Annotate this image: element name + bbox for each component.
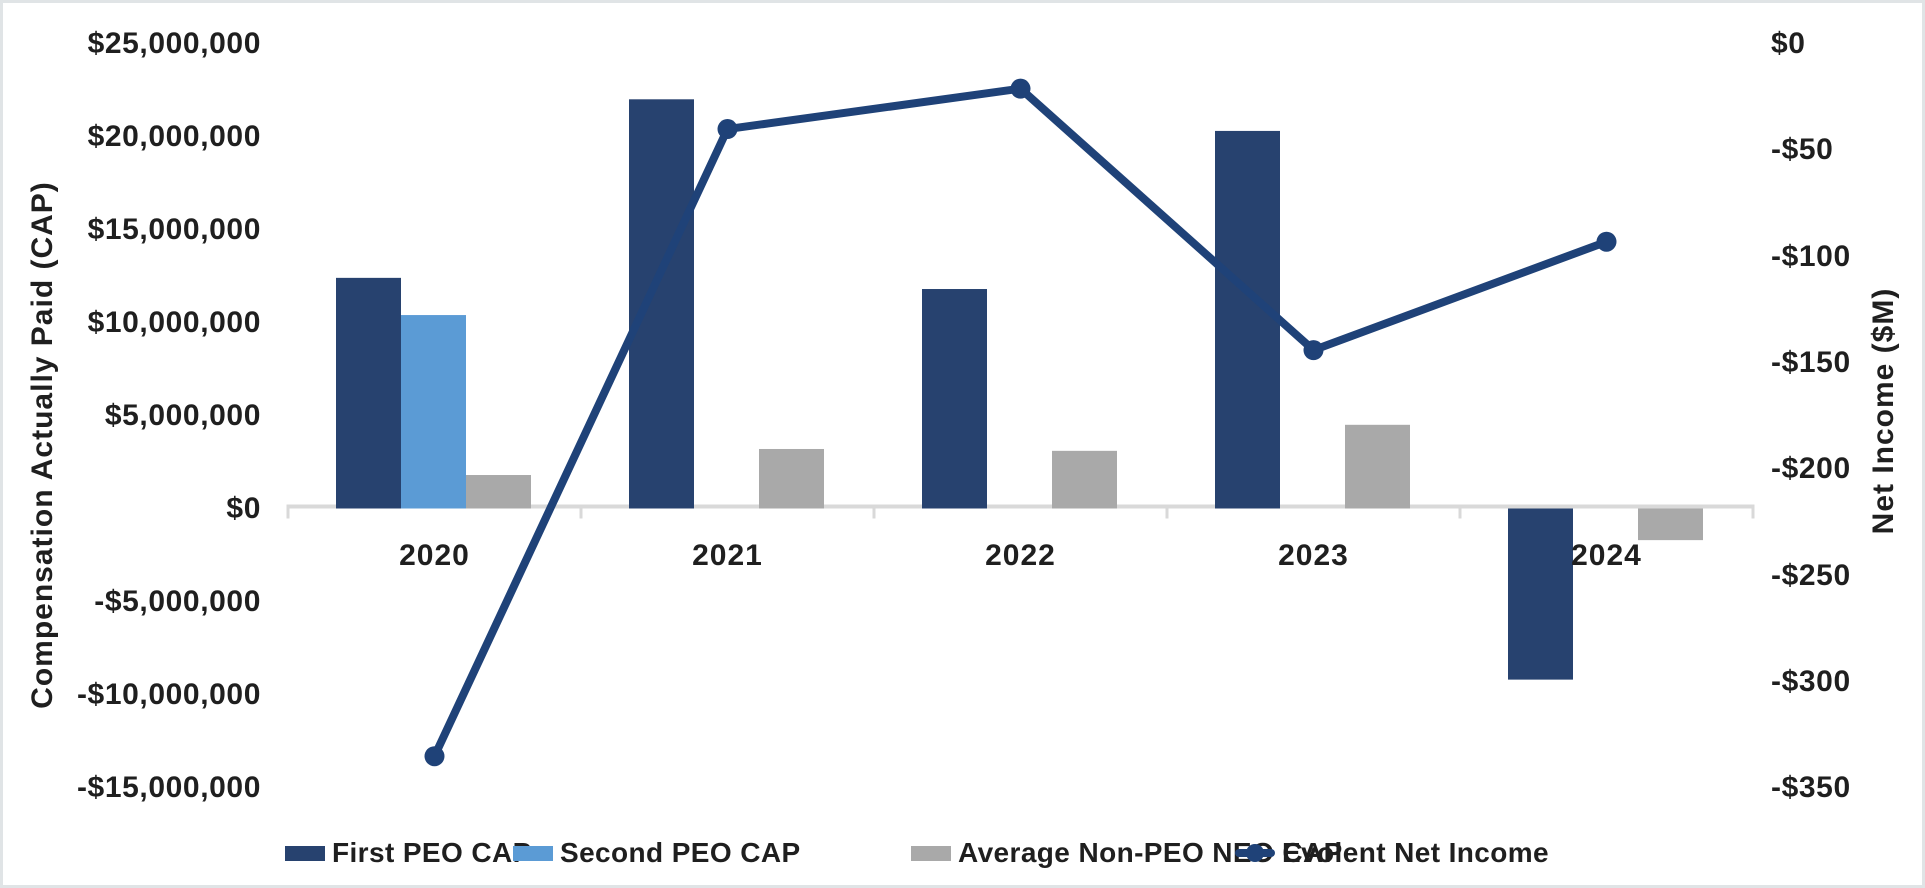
x-axis-tick xyxy=(1165,504,1169,519)
right-axis-tick-label: -$250 xyxy=(1771,558,1851,592)
right-axis-tick-label: -$150 xyxy=(1771,345,1851,379)
legend-item-average-non-peo-neo-cap: Average Non-PEO NEO CAP xyxy=(911,836,1343,870)
net-income-point-2021 xyxy=(717,119,738,140)
legend-item-second-peo-cap: Second PEO CAP xyxy=(513,836,801,870)
legend-bar-swatch-icon xyxy=(513,845,553,861)
left-axis-tick-label: $0 xyxy=(226,491,261,525)
bar-first-peo-cap-2024 xyxy=(1508,508,1573,680)
legend-label: Evolent Net Income xyxy=(1282,837,1550,868)
net-income-point-2024 xyxy=(1596,231,1617,252)
left-axis-tick-label: $5,000,000 xyxy=(104,398,261,432)
net-income-point-2022 xyxy=(1010,78,1031,99)
net-income-point-2023 xyxy=(1303,340,1324,361)
left-axis-tick-label: $25,000,000 xyxy=(87,26,261,60)
right-axis-tick-label: -$300 xyxy=(1771,664,1851,698)
legend-item-evolent-net-income: Evolent Net Income xyxy=(1235,836,1549,870)
legend-item-first-peo-cap: First PEO CAP xyxy=(285,836,532,870)
left-axis-tick-label: $15,000,000 xyxy=(87,212,261,246)
bar-second-peo-cap-2020 xyxy=(401,315,466,509)
left-axis-title: Compensation Actually Paid (CAP) xyxy=(26,181,59,709)
x-axis-label-2024: 2024 xyxy=(1571,539,1642,572)
right-axis-tick-label: -$50 xyxy=(1771,133,1834,167)
right-axis-tick-label: -$200 xyxy=(1771,452,1851,486)
x-axis-tick xyxy=(1751,504,1755,519)
left-axis-tick-label: -$10,000,000 xyxy=(76,677,261,711)
x-axis-label-2021: 2021 xyxy=(692,539,763,572)
net-income-line xyxy=(430,84,1611,761)
bar-first-peo-cap-2020 xyxy=(336,277,401,509)
left-axis-tick-label: $20,000,000 xyxy=(87,119,261,153)
x-axis-tick xyxy=(872,504,876,519)
left-axis-tick-label: -$5,000,000 xyxy=(94,584,261,618)
x-axis-tick xyxy=(1458,504,1462,519)
legend-label: Second PEO CAP xyxy=(560,837,801,868)
x-axis-tick xyxy=(579,504,583,519)
bar-average-non-peo-neo-cap-2020 xyxy=(466,475,531,509)
x-axis-line xyxy=(288,504,1753,509)
net-income-point-2020 xyxy=(424,746,445,767)
legend-line-dot xyxy=(1246,844,1264,862)
x-axis-label-2023: 2023 xyxy=(1278,539,1349,572)
bar-average-non-peo-neo-cap-2024 xyxy=(1638,508,1703,541)
bar-first-peo-cap-2021 xyxy=(629,99,694,509)
left-axis-tick-label: $10,000,000 xyxy=(87,305,261,339)
bar-average-non-peo-neo-cap-2022 xyxy=(1052,450,1117,509)
x-axis-label-2022: 2022 xyxy=(985,539,1056,572)
bar-first-peo-cap-2022 xyxy=(922,289,987,509)
plot-area xyxy=(286,78,1755,767)
legend-bar-swatch-icon xyxy=(285,845,325,861)
bar-average-non-peo-neo-cap-2023 xyxy=(1345,424,1410,509)
legend-label: Average Non-PEO NEO CAP xyxy=(958,837,1343,868)
left-axis-tick-label: -$15,000,000 xyxy=(76,770,261,804)
legend-bar-swatch-icon xyxy=(911,845,951,861)
x-axis-label-2020: 2020 xyxy=(399,539,470,572)
right-axis-tick-label: -$100 xyxy=(1771,239,1851,273)
right-axis-tick-label: -$350 xyxy=(1771,771,1851,805)
legend-label: First PEO CAP xyxy=(332,837,532,868)
bar-average-non-peo-neo-cap-2021 xyxy=(759,448,824,509)
bar-first-peo-cap-2023 xyxy=(1215,130,1280,509)
x-axis-tick xyxy=(286,504,290,519)
right-axis-title: Net Income ($M) xyxy=(1867,287,1900,535)
right-axis-tick-label: $0 xyxy=(1771,27,1806,60)
legend-line-marker-icon xyxy=(1235,842,1275,864)
